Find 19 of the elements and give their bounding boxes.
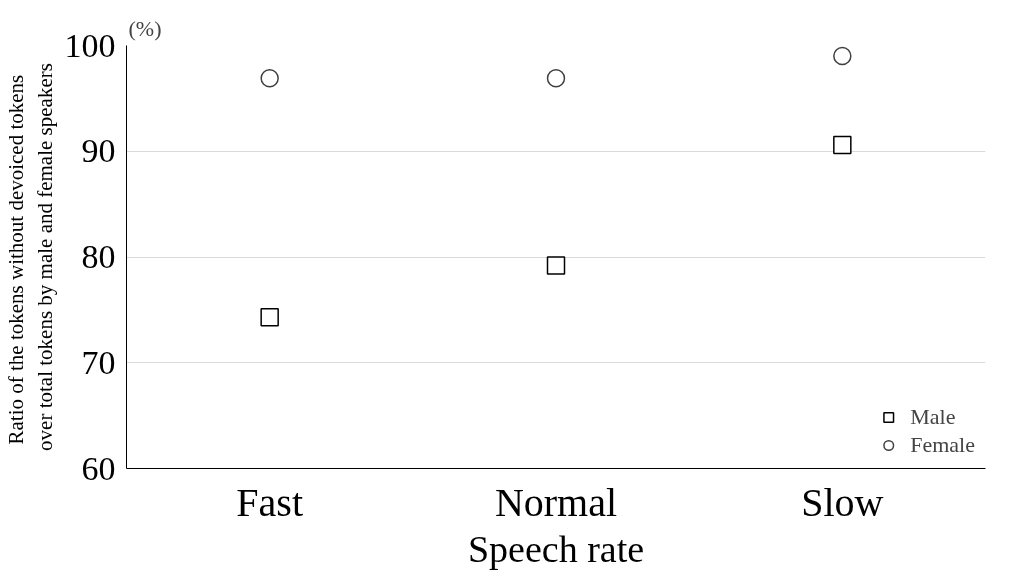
y-tick-label: 90	[81, 132, 116, 170]
point	[260, 69, 279, 88]
point	[833, 135, 852, 155]
x-tick-label: Slow	[801, 479, 884, 525]
y-tick-label: 80	[81, 238, 116, 275]
point	[260, 308, 279, 327]
y-axis-title: Ratio of the tokens without devoiced tokens over total tokens by male and female speakers	[3, 63, 57, 451]
point	[546, 256, 566, 275]
text: (%)	[128, 15, 162, 41]
x-tick-label: Fast	[236, 479, 304, 525]
point	[546, 69, 566, 88]
y-tick-label: 100	[64, 26, 116, 64]
y-tick-label: 60	[81, 449, 116, 487]
legend-label: Male	[910, 404, 956, 430]
x-tick-label: Normal	[494, 479, 618, 525]
x-axis-title: Speech rate	[467, 527, 645, 570]
point	[833, 46, 852, 66]
legend-label: Female	[910, 432, 975, 458]
y-tick-label: 70	[81, 343, 116, 381]
